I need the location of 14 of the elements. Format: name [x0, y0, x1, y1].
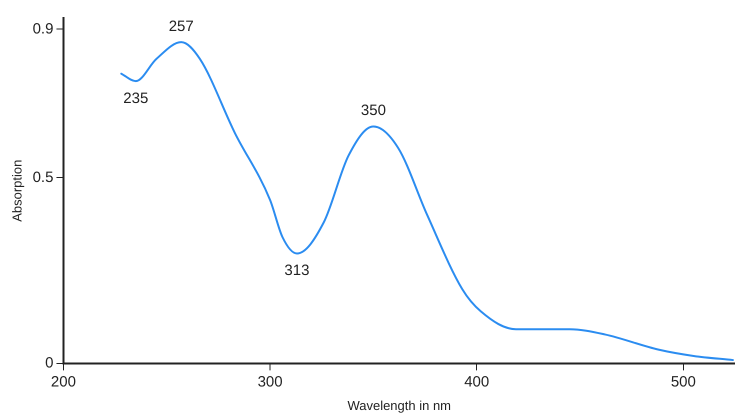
- x-tick-label: 200: [50, 374, 76, 391]
- y-tick-label: 0.9: [32, 20, 54, 38]
- annotation: 235: [123, 90, 148, 107]
- annotation: 257: [168, 18, 194, 35]
- x-tick-label: 300: [258, 374, 283, 391]
- x-tick-label: 500: [670, 374, 696, 391]
- x-tick-label: 400: [464, 374, 490, 391]
- x-axis-title: Wavelength in nm: [347, 398, 452, 413]
- annotation: 313: [284, 262, 310, 280]
- annotation: 350: [360, 102, 386, 120]
- y-axis-title: Absorption: [9, 160, 24, 222]
- y-tick-label: 0: [45, 354, 54, 372]
- y-tick-label: 0.5: [32, 168, 54, 186]
- line-series: [120, 41, 734, 362]
